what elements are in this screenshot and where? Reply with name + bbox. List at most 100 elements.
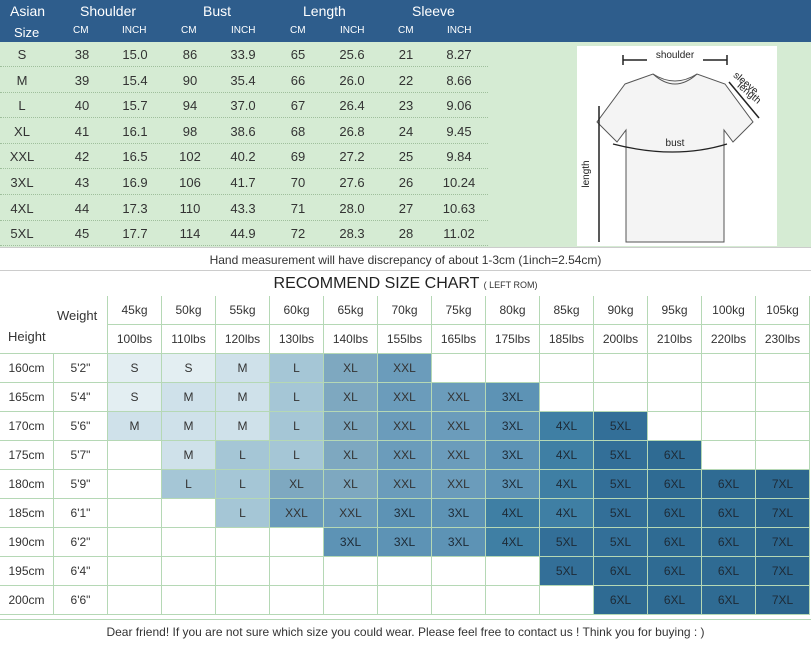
height-cm: 195cm	[0, 557, 54, 586]
bust-diagram-label: bust	[666, 138, 685, 149]
size-cell	[108, 557, 162, 586]
size-value: 98	[182, 123, 198, 139]
size-cell: M	[216, 383, 270, 412]
size-value: 11.02	[443, 226, 475, 242]
size-cell	[162, 557, 216, 586]
size-cell	[594, 383, 648, 412]
measurement-table: Asian Shoulder Bust Length Sleeve Size C…	[0, 0, 811, 247]
height-ft: 5'9"	[54, 470, 108, 499]
size-cell: 7XL	[756, 470, 810, 499]
size-cell	[270, 528, 324, 557]
height-ft: 6'1"	[54, 499, 108, 528]
size-cell: 7XL	[756, 586, 810, 615]
height-cm: 200cm	[0, 586, 54, 615]
size-value: 41.7	[230, 175, 256, 190]
size-cell: XL	[324, 383, 378, 412]
height-label: Height	[8, 329, 46, 344]
size-value: 10.24	[442, 175, 476, 190]
size-cell	[540, 586, 594, 615]
weight-lbs-header: 185lbs	[540, 325, 594, 354]
size-value: 90	[182, 72, 198, 88]
size-value: 28	[398, 226, 414, 242]
size-value: 86	[182, 47, 198, 62]
weight-kg-header: 85kg	[540, 296, 594, 325]
size-value: 66	[290, 72, 306, 88]
sleeve-header: Sleeve	[412, 3, 455, 19]
bust-cm: CM	[181, 25, 197, 36]
size-cell	[270, 586, 324, 615]
size-cell: 4XL	[486, 499, 540, 528]
size-value: 16.1	[122, 123, 148, 139]
size-cell: 6XL	[594, 557, 648, 586]
shoulder-header: Shoulder	[80, 3, 137, 19]
size-cell	[162, 528, 216, 557]
size-value: 10.63	[442, 200, 476, 216]
size-label: Size	[14, 25, 40, 40]
size-cell	[378, 586, 432, 615]
size-cell	[108, 586, 162, 615]
height-cm: 175cm	[0, 441, 54, 470]
size-cell: XXL	[378, 383, 432, 412]
shoulder-cm: CM	[73, 25, 89, 36]
size-cell	[162, 499, 216, 528]
weight-lbs-header: 155lbs	[378, 325, 432, 354]
size-cell: S	[162, 354, 216, 383]
size-value: 114	[179, 226, 201, 242]
recommend-title: RECOMMEND SIZE CHART ( LEFT ROM)	[0, 272, 811, 296]
size-cell: 5XL	[594, 470, 648, 499]
size-cell: 4XL	[486, 528, 540, 557]
size-name: M	[16, 72, 28, 88]
size-value: 70	[290, 175, 306, 190]
size-cell	[540, 354, 594, 383]
size-value: 8.27	[446, 47, 472, 62]
size-cell: 5XL	[594, 441, 648, 470]
size-value: 67	[290, 98, 306, 114]
size-cell: 4XL	[540, 499, 594, 528]
weight-kg-header: 45kg	[108, 296, 162, 325]
size-cell: 5XL	[540, 557, 594, 586]
weight-kg-header: 95kg	[648, 296, 702, 325]
size-cell	[378, 557, 432, 586]
size-value: 40	[74, 98, 90, 114]
size-cell: 4XL	[540, 412, 594, 441]
height-cm: 185cm	[0, 499, 54, 528]
size-cell	[486, 586, 540, 615]
size-cell: 4XL	[540, 470, 594, 499]
weight-lbs-header: 220lbs	[702, 325, 756, 354]
size-cell	[108, 470, 162, 499]
grid-corner: Weight Height	[0, 296, 108, 354]
height-ft: 5'7"	[54, 441, 108, 470]
height-ft: 5'4"	[54, 383, 108, 412]
size-cell: S	[108, 383, 162, 412]
size-row: 5XL 45 17.7 114 44.9 72 28.3 28 11.02	[0, 221, 488, 247]
size-name: XXL	[9, 149, 35, 165]
size-value: 44	[74, 200, 90, 216]
weight-lbs-header: 140lbs	[324, 325, 378, 354]
size-value: 28.0	[339, 200, 365, 216]
size-cell: 6XL	[594, 586, 648, 615]
weight-lbs-header: 175lbs	[486, 325, 540, 354]
size-value: 41	[74, 123, 90, 139]
height-cm: 165cm	[0, 383, 54, 412]
size-value: 94	[182, 98, 198, 114]
size-value: 44.9	[230, 226, 256, 242]
weight-lbs-header: 210lbs	[648, 325, 702, 354]
height-ft: 6'2"	[54, 528, 108, 557]
size-value: 40.2	[230, 149, 256, 165]
size-cell: 7XL	[756, 499, 810, 528]
weight-kg-header: 90kg	[594, 296, 648, 325]
size-value: 45	[74, 226, 90, 242]
size-cell: M	[108, 412, 162, 441]
size-value: 21	[398, 47, 414, 62]
size-cell	[324, 586, 378, 615]
size-value: 16.5	[122, 149, 148, 165]
size-cell: 6XL	[702, 470, 756, 499]
size-cell: 3XL	[432, 528, 486, 557]
weight-lbs-header: 120lbs	[216, 325, 270, 354]
bust-header: Bust	[203, 3, 232, 19]
size-cell	[756, 412, 810, 441]
size-value: 15.0	[122, 47, 148, 62]
size-cell: 4XL	[540, 441, 594, 470]
size-row: 4XL 44 17.3 110 43.3 71 28.0 27 10.63	[0, 196, 488, 221]
size-name: XL	[14, 123, 30, 139]
